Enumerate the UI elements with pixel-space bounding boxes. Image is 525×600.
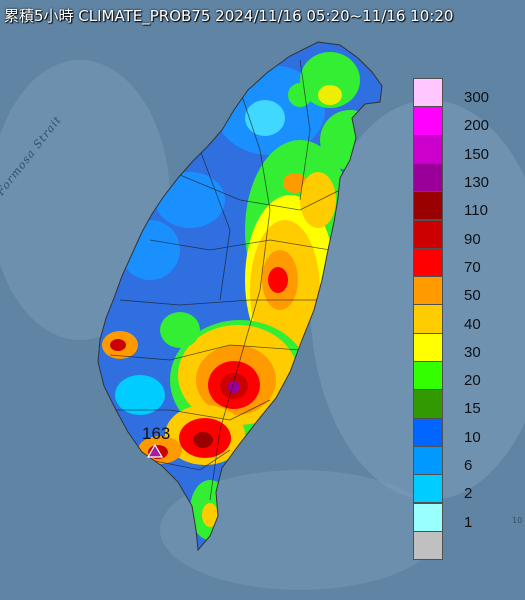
cloud-band [160,470,440,590]
legend-label: 300 [464,89,490,107]
legend-swatch [413,304,443,334]
legend-label: 50 [464,287,481,305]
legend-swatch [413,502,443,532]
legend-swatch [413,191,443,221]
legend-swatch [413,162,443,193]
legend-label: 15 [464,400,481,418]
map-title: 累積5小時 CLIMATE_PROB75 2024/11/16 05:20~11… [4,7,454,25]
peak-value-label: 163 [142,424,171,443]
legend-swatch [413,474,443,504]
legend-label: 6 [464,457,473,475]
legend-label: 2 [464,485,473,503]
legend-swatch [413,332,443,362]
corner-label: 10 [512,516,523,525]
legend-swatch [413,389,443,419]
rainfall-legend: 300 200 150 130 110 90 70 50 40 30 20 15 10 6 2 1 [410,78,522,572]
legend-label: 30 [464,343,481,361]
legend-swatch [413,106,443,136]
legend-label: 150 [464,145,490,163]
legend-label: 20 [464,372,481,390]
legend-label: 130 [464,174,490,192]
legend-label: 90 [464,230,481,248]
legend-swatch [413,417,443,447]
legend-label: 10 [464,428,481,446]
legend-label: 200 [464,117,490,135]
legend-swatch [413,247,443,278]
legend-swatch [413,219,443,249]
legend-label: 1 [464,513,473,531]
legend-swatch [413,530,443,561]
legend-swatch [413,78,443,108]
legend-swatch [413,445,443,476]
legend-label: 40 [464,315,481,333]
legend-swatch [413,361,443,391]
legend-swatch [413,134,443,164]
legend-swatch [413,276,443,306]
legend-label: 70 [464,258,481,276]
legend-label: 110 [464,202,488,220]
triangle-marker-icon [147,444,163,458]
